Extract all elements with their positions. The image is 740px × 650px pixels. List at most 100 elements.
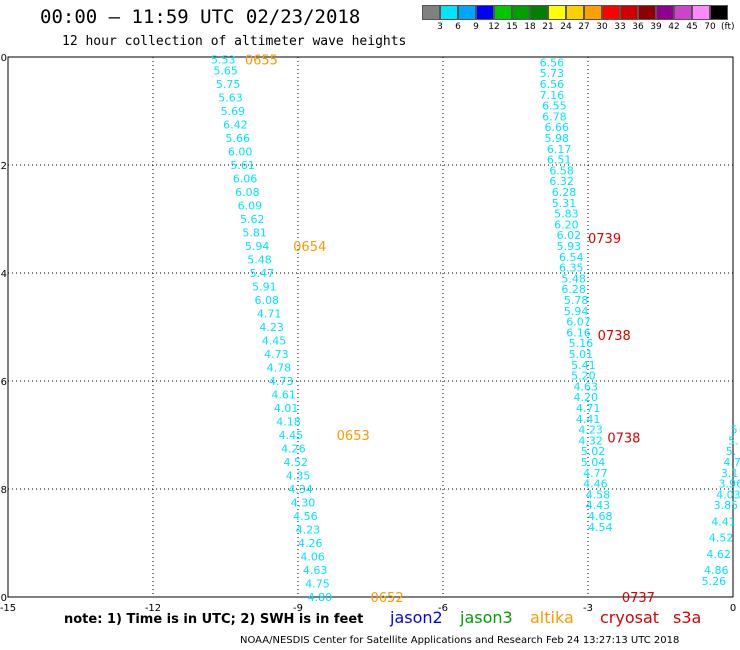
swh-value-s3a: 4.41 <box>711 515 736 528</box>
swh-value-cryosat: 6.17 <box>547 143 572 156</box>
swh-value-altika: 4.61 <box>271 389 296 402</box>
swh-value-cryosat: 5.83 <box>554 208 579 221</box>
swh-value-altika: 5.69 <box>221 105 246 118</box>
legend-swatch <box>602 5 620 20</box>
swh-value-altika: 4.45 <box>262 335 287 348</box>
swh-value-altika: 4.71 <box>257 308 282 321</box>
legend-label: 3 <box>437 22 443 32</box>
swh-value-cryosat: 5.94 <box>564 305 589 318</box>
legend-unit: (ft) <box>721 22 735 32</box>
legend-altika: altika <box>530 608 574 627</box>
swh-value-cryosat: 6.55 <box>542 100 567 113</box>
swh-value-s3a: 5 <box>731 424 738 437</box>
pass-time-label: 0655 <box>245 54 278 69</box>
pass-time-label: 0737 <box>622 591 655 606</box>
swh-value-s3a: 3.96 <box>719 478 740 491</box>
legend-swatches <box>422 5 735 20</box>
y-tick-label: -26 <box>0 377 7 388</box>
swh-value-altika: 4.34 <box>288 483 313 496</box>
legend-label: 18 <box>524 22 536 32</box>
swh-value-cryosat: 5.41 <box>571 359 596 372</box>
legend-label: 42 <box>668 22 680 32</box>
swh-value-cryosat: 5.31 <box>552 197 577 210</box>
legend-swatch <box>584 5 602 20</box>
y-tick-label: -22 <box>0 161 7 172</box>
swh-value-cryosat: 6.51 <box>547 154 572 167</box>
swh-value-altika: 5.65 <box>213 65 238 78</box>
swh-value-altika: 6.09 <box>238 200 262 213</box>
swh-value-cryosat: 4.23 <box>578 424 603 437</box>
legend-swatch <box>494 5 512 20</box>
swh-value-cryosat: 6.66 <box>545 121 570 134</box>
pass-time-label: 0738 <box>598 329 631 344</box>
swh-value-cryosat: 4.77 <box>583 467 608 480</box>
swh-value-altika: 5.66 <box>226 132 251 145</box>
swh-value-s3a: 5.26 <box>702 575 727 588</box>
x-tick-label: -9 <box>293 603 303 612</box>
swh-value-cryosat: 7.16 <box>540 89 565 102</box>
swh-value-altika: 4.45 <box>279 429 304 442</box>
swh-value-cryosat: 5.01 <box>569 348 594 361</box>
x-tick-label: 0 <box>730 603 736 612</box>
legend-swatch <box>440 5 458 20</box>
swh-value-cryosat: 6.32 <box>549 175 574 188</box>
color-legend: 3 6 9 12 15 18 21 24 27 30 33 36 39 42 45 70 (ft) <box>422 5 735 32</box>
swh-value-altika: 4.78 <box>267 362 292 375</box>
legend-swatch <box>638 5 656 20</box>
swh-value-altika: 4.01 <box>274 402 299 415</box>
swh-value-cryosat: 6.20 <box>554 218 579 231</box>
legend-swatch <box>548 5 566 20</box>
legend-jason3: jason3 <box>460 608 513 627</box>
swh-value-altika: 4.56 <box>293 510 318 523</box>
legend-swatch <box>422 5 440 20</box>
swh-value-altika: 4.30 <box>291 497 316 510</box>
swh-value-altika: 4.35 <box>286 470 311 483</box>
swh-value-cryosat: 5.78 <box>564 294 589 307</box>
swh-value-cryosat: 4.20 <box>574 391 599 404</box>
swh-value-altika: 6.00 <box>228 146 253 159</box>
swh-value-cryosat: 4.43 <box>586 499 611 512</box>
swh-value-cryosat: 4.41 <box>576 413 601 426</box>
legend-label: 6 <box>455 22 461 32</box>
swh-value-altika: 4.23 <box>296 524 321 537</box>
swh-value-s3a: 5. <box>726 445 737 458</box>
legend-swatch <box>692 5 710 20</box>
chart-subtitle: 12 hour collection of altimeter wave hei… <box>62 34 407 49</box>
x-tick-label: -6 <box>438 603 448 612</box>
swh-value-cryosat: 4.58 <box>586 488 611 501</box>
swh-value-cryosat: 5.04 <box>581 456 606 469</box>
legend-label: 45 <box>686 22 698 32</box>
y-tick-label: -20 <box>0 53 7 64</box>
swh-value-s3a: 3.1 <box>721 467 739 480</box>
legend-cryosat: cryosat <box>600 608 660 627</box>
y-tick-label: -24 <box>0 269 7 280</box>
swh-value-altika: 5.62 <box>240 213 265 226</box>
x-tick-label: -15 <box>0 603 16 612</box>
legend-label: 21 <box>542 22 554 32</box>
legend-jason2: jason2 <box>390 608 443 627</box>
swh-value-cryosat: 6.28 <box>561 283 586 296</box>
swh-value-altika: 5.94 <box>245 240 269 253</box>
legend-s3a: s3a <box>673 608 702 627</box>
legend-label: 30 <box>596 22 608 32</box>
pass-time-label: 0654 <box>293 240 326 255</box>
swh-value-cryosat: 6.35 <box>559 262 584 275</box>
swh-value-altika: 5.81 <box>242 227 267 240</box>
swh-value-cryosat: 5.73 <box>540 67 565 80</box>
legend-label: 70 <box>704 22 716 32</box>
swh-value-altika: 5.47 <box>250 267 275 280</box>
swh-value-altika: 4.73 <box>264 348 289 361</box>
swh-value-altika: 5.75 <box>216 78 241 91</box>
swh-value-cryosat: 6.58 <box>549 164 574 177</box>
swh-value-cryosat: 4.32 <box>578 434 603 447</box>
legend-label: 39 <box>650 22 662 32</box>
pass-time-label: 0738 <box>607 432 640 447</box>
swh-value-altika: 4.75 <box>305 578 330 591</box>
swh-value-s3a: 4.03 <box>716 488 740 501</box>
legend-label: 24 <box>560 22 572 32</box>
legend-swatch <box>674 5 692 20</box>
swh-value-cryosat: 5.48 <box>561 272 586 285</box>
swh-value-cryosat: 5.93 <box>557 240 582 253</box>
y-tick-label: -30 <box>0 593 7 604</box>
swh-value-cryosat: 5.02 <box>581 445 606 458</box>
